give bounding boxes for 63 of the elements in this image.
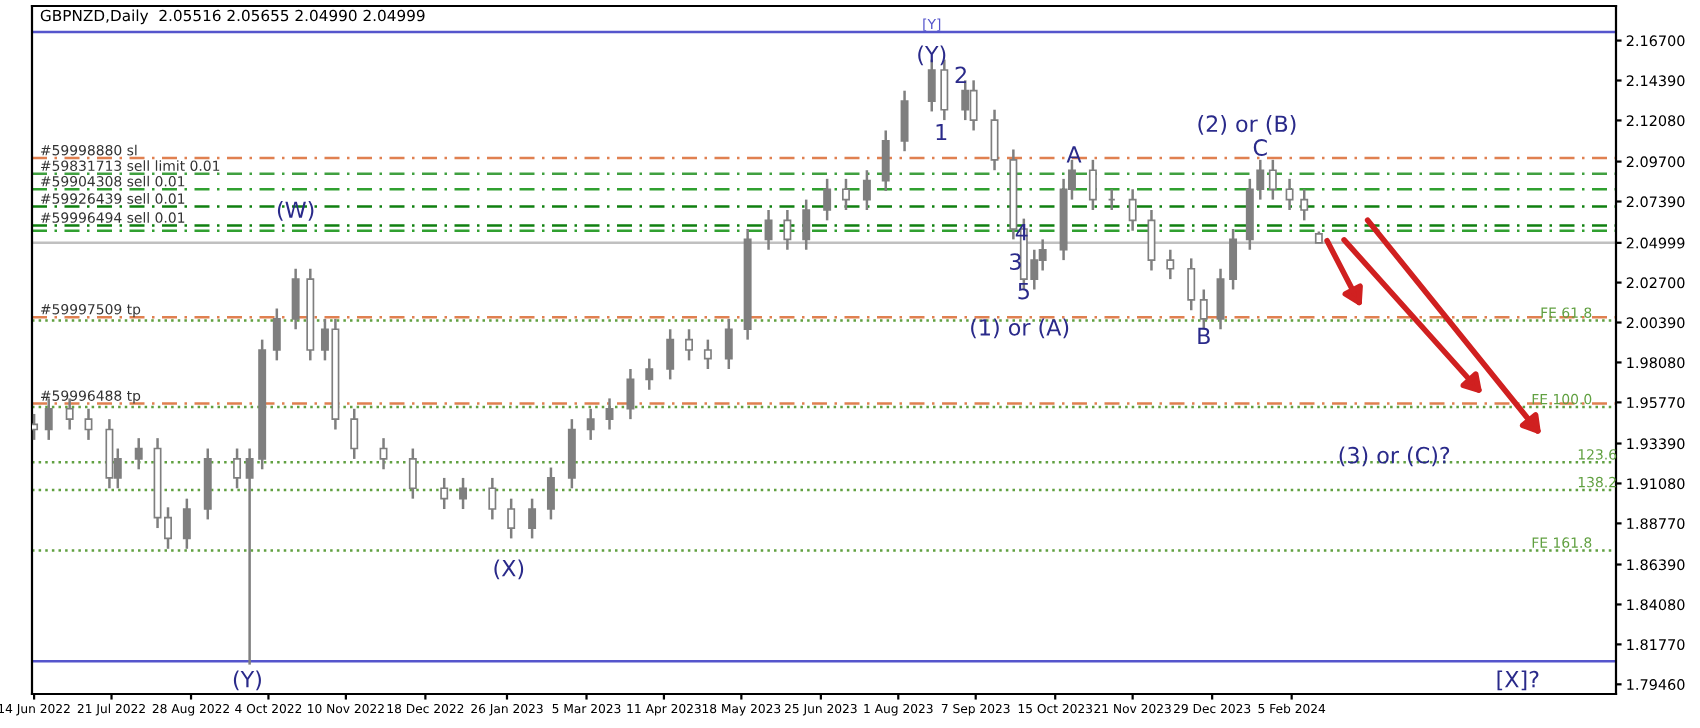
candlestick xyxy=(44,397,53,442)
candlestick xyxy=(528,497,537,540)
candlestick xyxy=(1088,158,1097,212)
candlestick xyxy=(350,407,359,461)
candlestick xyxy=(1268,158,1277,201)
candlestick xyxy=(134,436,143,471)
annotation: 1 xyxy=(936,123,947,141)
candlestick xyxy=(408,447,417,500)
candlestick xyxy=(1285,177,1294,212)
candlestick xyxy=(1216,267,1225,331)
candlestick xyxy=(65,397,74,431)
candlestick xyxy=(724,317,733,371)
candlestick xyxy=(605,397,614,431)
annotation: B xyxy=(1198,327,1210,345)
candlestick xyxy=(802,198,811,251)
candlestick xyxy=(1128,187,1137,232)
annotation: 4 xyxy=(1015,224,1028,241)
candlestick xyxy=(1199,288,1208,331)
candlestick xyxy=(990,108,999,172)
annotation: 2 xyxy=(955,66,966,84)
candlestick xyxy=(546,466,555,521)
candlestick xyxy=(685,328,694,362)
annotation: (X) xyxy=(494,559,524,580)
candlestick xyxy=(823,177,832,222)
candlestick xyxy=(900,89,909,153)
candlestick xyxy=(1166,248,1175,281)
candlestick xyxy=(666,328,675,381)
candlestick xyxy=(1187,257,1196,312)
candlestick xyxy=(440,476,449,511)
candlestick xyxy=(233,447,242,490)
candlestick xyxy=(272,307,281,362)
candlestick xyxy=(182,497,191,551)
candlestick xyxy=(507,497,516,540)
candlestick xyxy=(245,447,254,666)
candlestick xyxy=(586,407,595,442)
candlestick xyxy=(961,79,970,122)
candlestick xyxy=(1300,187,1309,222)
candlestick xyxy=(32,412,39,442)
candlestick xyxy=(703,338,712,371)
candlestick xyxy=(1147,208,1156,272)
candlestick xyxy=(291,267,300,331)
candlestick xyxy=(488,476,497,521)
annotation: 5 xyxy=(1018,282,1029,300)
candlestick xyxy=(969,79,978,132)
annotation: [X]? xyxy=(1497,670,1539,691)
candlestick xyxy=(841,177,850,212)
annotation: (Y) xyxy=(233,670,261,691)
annotation: (2) or (B) xyxy=(1198,114,1296,135)
candlestick xyxy=(626,367,635,421)
candlestick xyxy=(645,357,654,392)
candlestick xyxy=(459,476,468,511)
annotation: C xyxy=(1253,139,1267,156)
candlestick xyxy=(1229,227,1238,291)
candlestick xyxy=(379,436,388,471)
annotation: (3) or (C)? xyxy=(1339,446,1450,467)
candlestick xyxy=(783,208,792,251)
annotation: (W) xyxy=(277,200,314,221)
candlestick xyxy=(764,208,773,251)
candlestick xyxy=(881,129,890,193)
annotation: (Y) xyxy=(918,45,946,66)
annotation: (1) or (A) xyxy=(971,318,1069,339)
candlestick xyxy=(862,168,871,212)
candlestick xyxy=(84,407,93,442)
